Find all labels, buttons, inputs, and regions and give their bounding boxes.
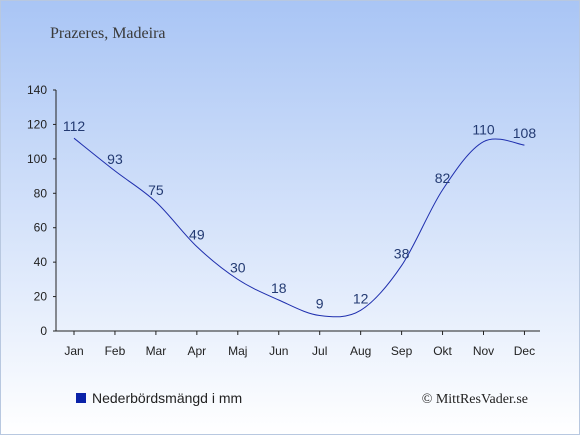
x-tick-label: Jun xyxy=(269,344,288,358)
y-tick-label: 80 xyxy=(34,186,48,200)
x-tick-label: Okt xyxy=(433,344,452,358)
x-tick-label: Apr xyxy=(188,344,207,358)
data-label: 38 xyxy=(394,246,410,262)
y-tick-label: 140 xyxy=(27,83,47,97)
data-label: 112 xyxy=(63,118,86,134)
data-label: 82 xyxy=(435,170,451,186)
data-label: 30 xyxy=(230,259,246,275)
y-tick-label: 0 xyxy=(40,324,47,338)
x-tick-label: Mar xyxy=(146,344,167,358)
data-label: 9 xyxy=(316,296,324,312)
legend-marker xyxy=(76,393,86,403)
data-label: 93 xyxy=(107,151,123,167)
credit-text: © MittResVader.se xyxy=(422,392,528,407)
legend-label: Nederbördsmängd i mm xyxy=(92,390,242,406)
y-tick-label: 100 xyxy=(27,152,47,166)
data-label: 75 xyxy=(148,182,164,198)
y-tick-label: 60 xyxy=(34,221,48,235)
data-label: 12 xyxy=(353,290,369,306)
x-tick-label: Maj xyxy=(228,344,247,358)
x-tick-label: Dec xyxy=(514,344,535,358)
x-tick-label: Jul xyxy=(312,344,327,358)
x-tick-label: Aug xyxy=(350,344,371,358)
x-tick-label: Jan xyxy=(64,344,83,358)
y-tick-label: 20 xyxy=(34,290,48,304)
x-tick-label: Nov xyxy=(473,344,494,358)
data-label: 18 xyxy=(271,280,287,296)
series-layer xyxy=(73,137,525,318)
data-label: 110 xyxy=(472,122,495,138)
chart-title: Prazeres, Madeira xyxy=(50,25,166,42)
data-labels: 112 93 75 49 30 18 9 12 38 82 110 108 xyxy=(63,118,537,311)
x-axis-ticks: Jan Feb Mar Apr Maj Jun Jul Aug Sep Okt Nov Dec xyxy=(64,331,535,358)
x-tick-label: Sep xyxy=(391,344,413,358)
y-tick-label: 120 xyxy=(27,117,47,131)
data-label: 49 xyxy=(189,227,205,243)
data-label: 108 xyxy=(513,125,537,141)
axes xyxy=(55,90,540,332)
y-axis-ticks: 0 20 40 60 80 100 120 140 xyxy=(27,83,56,338)
series-line xyxy=(73,137,525,318)
y-tick-label: 40 xyxy=(34,255,48,269)
x-tick-label: Feb xyxy=(105,344,126,358)
